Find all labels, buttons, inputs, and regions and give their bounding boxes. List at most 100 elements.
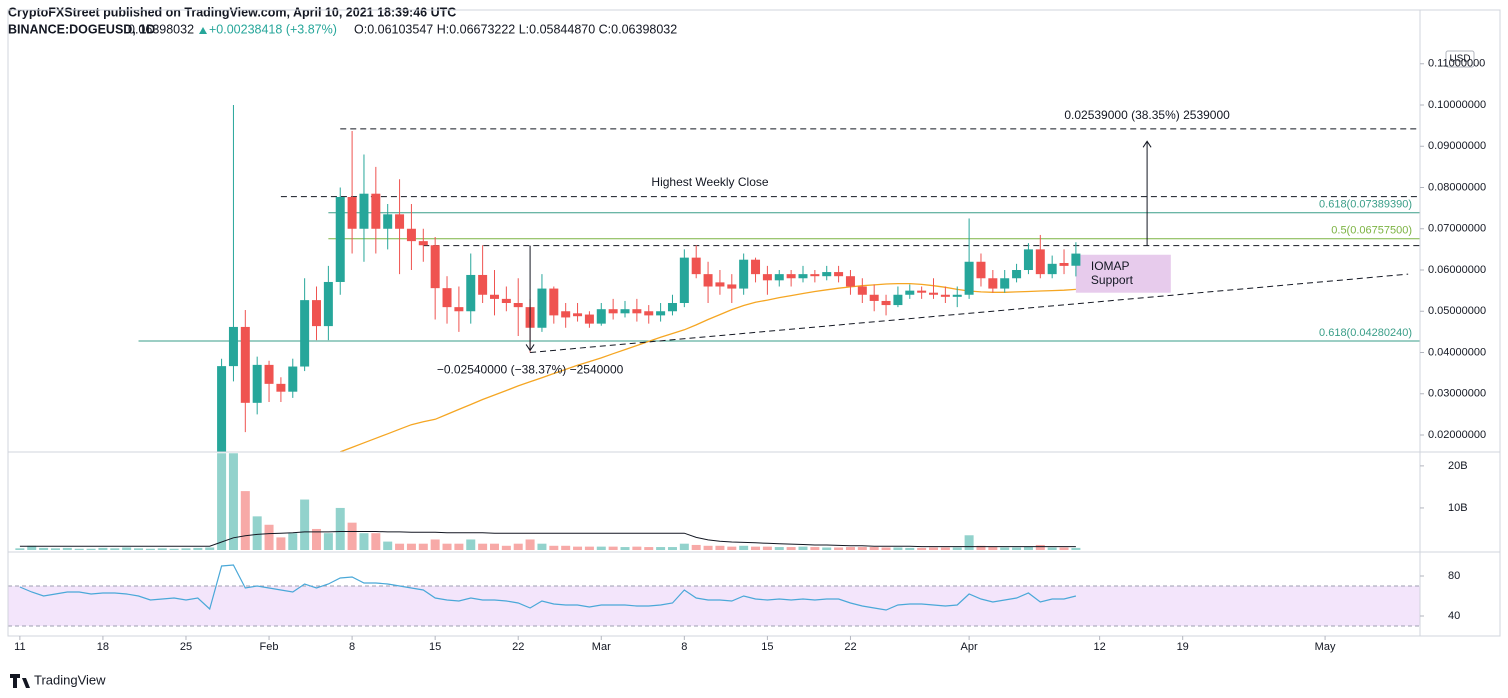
volume-bar bbox=[917, 547, 927, 550]
volume-bar bbox=[988, 547, 998, 550]
x-tick-label: 8 bbox=[349, 641, 355, 653]
price-pane bbox=[138, 105, 1420, 452]
candle-body bbox=[751, 259, 761, 275]
volume-bar bbox=[549, 545, 559, 550]
candle-body bbox=[1000, 278, 1010, 289]
volume-bar bbox=[122, 547, 132, 550]
volume-bar bbox=[845, 547, 855, 550]
volume-bar bbox=[489, 543, 499, 550]
volume-bar bbox=[751, 546, 761, 550]
y-tick-label: 0.04000000 bbox=[1428, 346, 1486, 358]
volume-bar bbox=[228, 453, 238, 550]
volume-bar bbox=[406, 543, 416, 550]
volume-bar bbox=[145, 548, 155, 550]
candle-body bbox=[371, 193, 381, 229]
currency-box bbox=[1445, 50, 1475, 68]
candle-body bbox=[323, 281, 333, 327]
y-tick-label: 10B bbox=[1448, 502, 1468, 514]
volume-bar bbox=[252, 516, 262, 550]
volume-bar bbox=[454, 543, 464, 550]
candle-body bbox=[929, 292, 939, 295]
header-change: +0.00238418 (+3.87%) bbox=[209, 22, 337, 36]
candle-body bbox=[1059, 262, 1069, 266]
volume-bar bbox=[288, 533, 298, 550]
candle-body bbox=[395, 214, 405, 229]
candle-body bbox=[905, 290, 915, 295]
candle-body bbox=[644, 311, 654, 316]
rsi-line bbox=[19, 564, 1077, 611]
volume-bar bbox=[27, 545, 37, 550]
candle-body bbox=[513, 303, 523, 308]
volume-pane bbox=[15, 453, 1081, 550]
candle-body bbox=[845, 276, 855, 287]
volume-bar bbox=[537, 543, 547, 550]
candle-body bbox=[454, 307, 464, 312]
y-tick-label: 0.05000000 bbox=[1428, 305, 1486, 317]
y-tick-label: 0.11000000 bbox=[1428, 58, 1485, 70]
candle-body bbox=[561, 311, 571, 318]
volume-bar bbox=[786, 547, 796, 550]
candle-body bbox=[667, 303, 677, 312]
volume-bar bbox=[620, 547, 630, 550]
x-tick-label: 12 bbox=[1094, 641, 1106, 653]
volume-bar bbox=[762, 546, 772, 550]
candle-body bbox=[762, 274, 772, 281]
candle-body bbox=[442, 288, 452, 308]
volume-bar bbox=[1035, 544, 1045, 550]
header-ohlc: O:0.06103547 H:0.06673222 L:0.05844870 C… bbox=[354, 22, 677, 36]
volume-bar bbox=[157, 548, 167, 550]
volume-bar bbox=[656, 547, 666, 550]
volume-bar bbox=[181, 548, 191, 550]
arrow-head bbox=[1142, 140, 1152, 148]
candle-body bbox=[501, 298, 511, 304]
up-icon bbox=[199, 27, 207, 34]
volume-bar bbox=[323, 533, 333, 550]
volume-bar bbox=[276, 537, 286, 550]
y-tick-label: 0.07000000 bbox=[1428, 223, 1486, 235]
candle-body bbox=[1047, 263, 1057, 275]
candle-body bbox=[691, 257, 701, 275]
candle-body bbox=[466, 274, 476, 312]
candle-body bbox=[976, 261, 986, 279]
volume-bar bbox=[39, 547, 49, 550]
header-published: CryptoFXStreet published on TradingView.… bbox=[8, 5, 456, 19]
support-box bbox=[1075, 254, 1171, 293]
volume-bar bbox=[810, 547, 820, 550]
x-tick-label: 15 bbox=[761, 641, 773, 653]
candle-body bbox=[834, 272, 844, 277]
volume-bar bbox=[466, 539, 476, 550]
x-tick-label: 15 bbox=[429, 641, 441, 653]
candle-body bbox=[857, 286, 867, 295]
volume-bar bbox=[608, 546, 618, 550]
volume-bar bbox=[940, 547, 950, 550]
x-tick-label: 25 bbox=[180, 641, 192, 653]
volume-bar bbox=[50, 548, 60, 550]
rsi-band bbox=[8, 586, 1420, 626]
volume-bar bbox=[501, 545, 511, 550]
volume-bar bbox=[869, 547, 879, 550]
candle-body bbox=[881, 300, 891, 306]
brand: TradingView bbox=[34, 672, 106, 687]
candle-body bbox=[964, 261, 974, 295]
volume-bar bbox=[1059, 547, 1069, 550]
candle-body bbox=[276, 383, 286, 392]
volume-bar bbox=[110, 548, 120, 550]
y-tick-label: 20B bbox=[1448, 460, 1468, 472]
volume-ma bbox=[19, 531, 1076, 548]
volume-bar bbox=[893, 547, 903, 550]
candle-body bbox=[217, 366, 227, 452]
volume-bar bbox=[857, 547, 867, 550]
candle-body bbox=[869, 294, 879, 301]
candle-body bbox=[228, 326, 238, 367]
support-label: Support bbox=[1091, 273, 1134, 287]
candle-body bbox=[584, 314, 594, 324]
volume-bar bbox=[418, 543, 428, 550]
volume-bar bbox=[240, 491, 250, 550]
volume-bar bbox=[1012, 547, 1022, 550]
candle-body bbox=[406, 228, 416, 242]
volume-bar bbox=[834, 547, 844, 550]
volume-bar bbox=[679, 543, 689, 550]
candle-body bbox=[786, 274, 796, 279]
candle-body bbox=[549, 288, 559, 316]
